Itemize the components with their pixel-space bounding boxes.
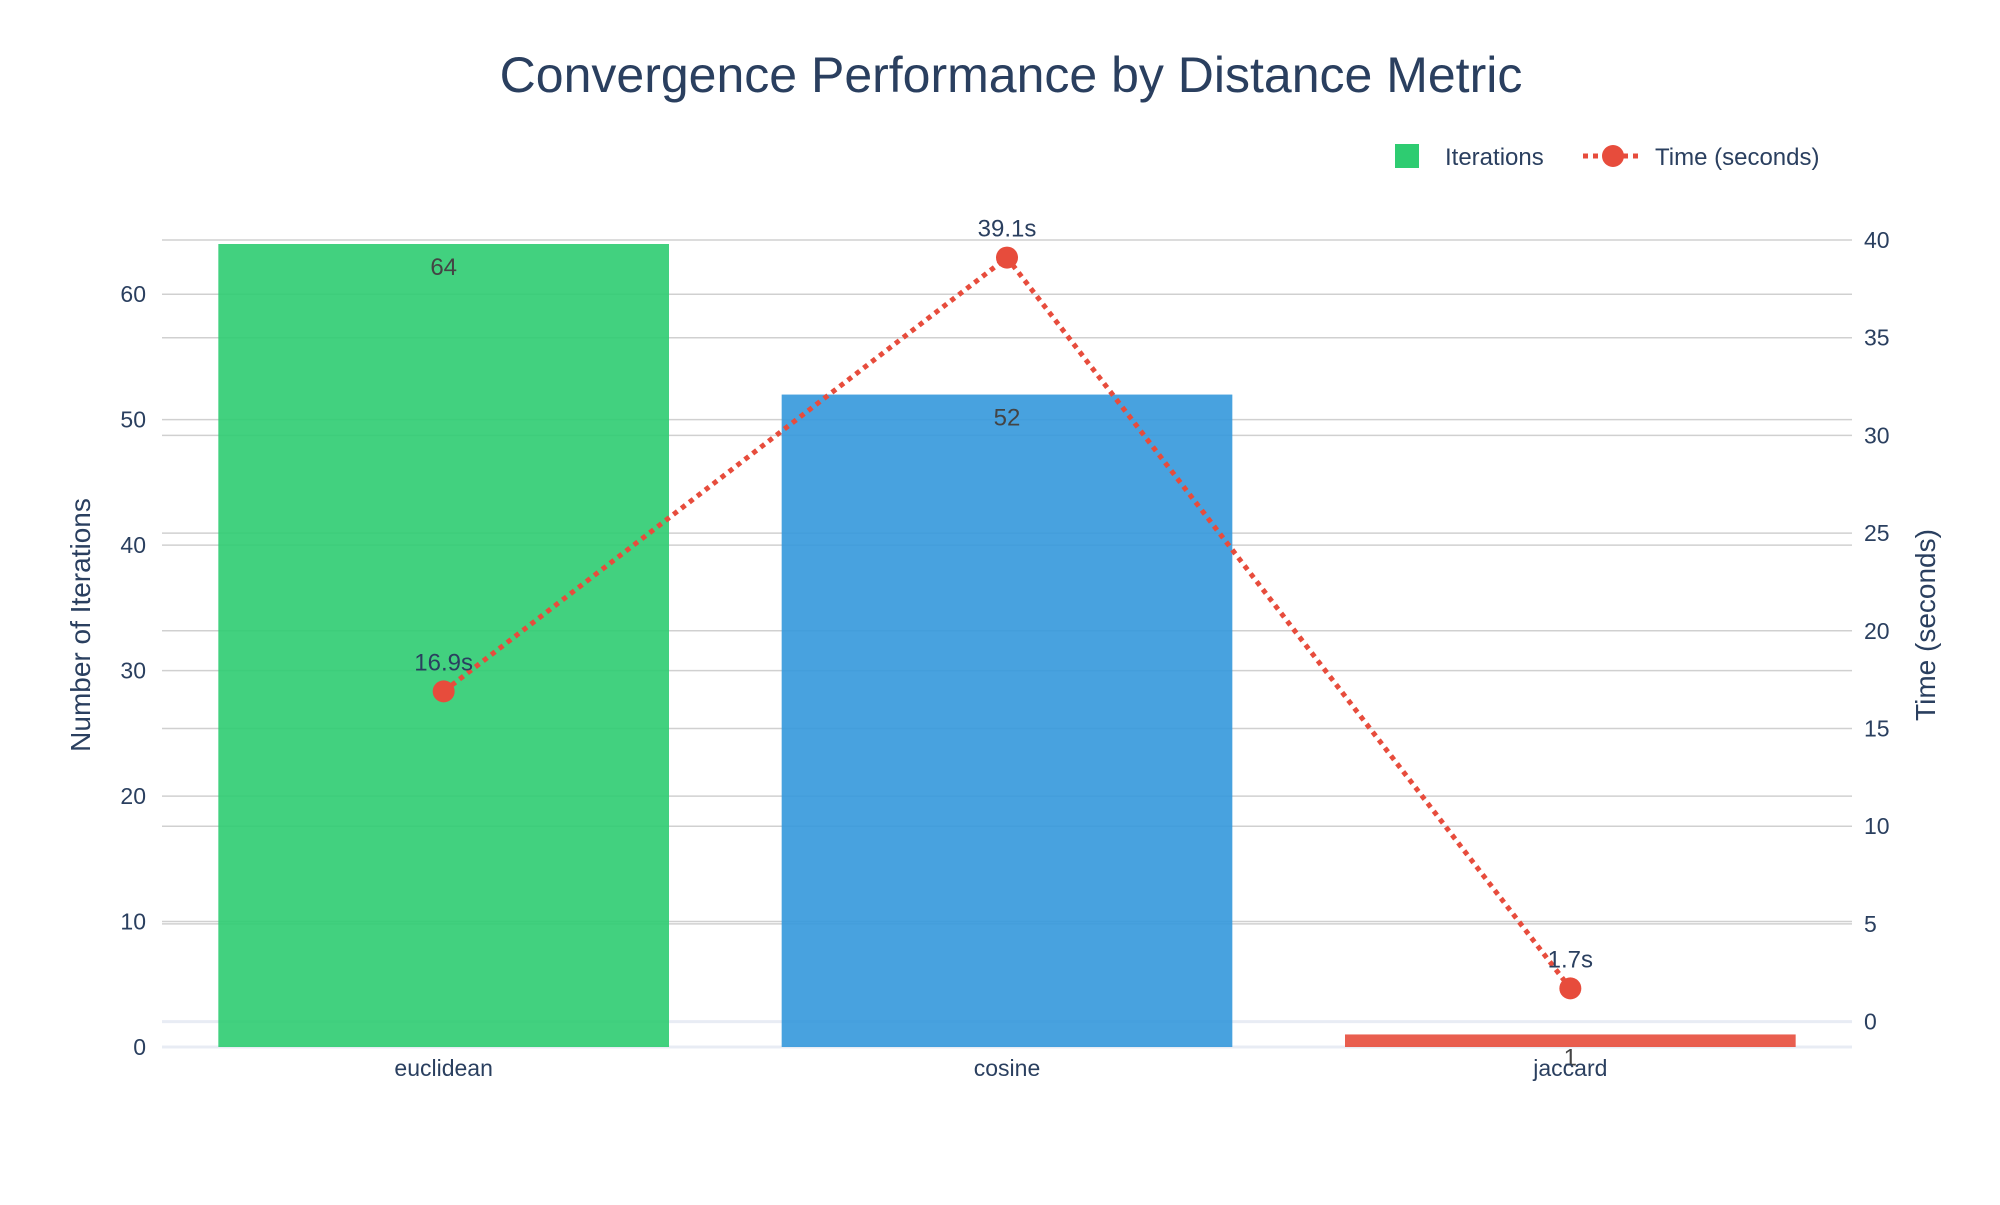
left-tick-label: 30 — [120, 658, 146, 684]
legend-time-marker[interactable] — [1602, 145, 1624, 167]
time-value-label-jaccard: 1.7s — [1548, 946, 1593, 973]
right-tick-label: 0 — [1864, 1009, 1877, 1035]
bar-euclidean[interactable] — [218, 244, 670, 1047]
left-tick-label: 20 — [120, 783, 146, 809]
right-tick-label: 30 — [1864, 422, 1890, 448]
x-axis-ticks: euclidean cosine jaccard — [394, 1055, 1607, 1081]
bar-value-label-cosine: 52 — [994, 405, 1021, 432]
legend: Iterations Time (seconds) — [1395, 144, 1819, 171]
left-tick-label: 60 — [120, 281, 146, 307]
left-tick-label: 10 — [120, 909, 146, 935]
time-line-series: 16.9s 39.1s 1.7s — [414, 216, 1593, 1000]
x-tick-label-euclidean: euclidean — [394, 1055, 492, 1081]
time-value-label-euclidean: 16.9s — [414, 649, 473, 676]
time-point-cosine[interactable] — [996, 246, 1018, 269]
right-tick-label: 15 — [1864, 715, 1890, 741]
left-tick-label: 0 — [133, 1034, 146, 1060]
left-tick-label: 40 — [120, 532, 146, 558]
bar-value-label-euclidean: 64 — [430, 254, 457, 281]
left-tick-label: 50 — [120, 407, 146, 433]
time-value-label-cosine: 39.1s — [978, 216, 1037, 243]
x-tick-label-jaccard: jaccard — [1532, 1055, 1607, 1081]
left-axis-ticks: 0 10 20 30 40 50 60 — [120, 281, 146, 1060]
right-tick-label: 25 — [1864, 520, 1890, 546]
x-tick-label-cosine: cosine — [974, 1055, 1040, 1081]
legend-time-label[interactable]: Time (seconds) — [1655, 144, 1819, 171]
right-axis-ticks: 0 5 10 15 20 25 30 35 40 — [1864, 227, 1890, 1035]
right-tick-label: 5 — [1864, 911, 1877, 937]
right-tick-label: 35 — [1864, 325, 1890, 351]
legend-iterations-swatch[interactable] — [1395, 144, 1419, 168]
bars: 64 52 1 — [218, 244, 1796, 1071]
bar-value-label-jaccard: 1 — [1564, 1044, 1577, 1071]
bar-jaccard[interactable] — [1345, 1034, 1796, 1047]
right-axis-title: Time (seconds) — [1910, 529, 1941, 721]
right-tick-label: 10 — [1864, 813, 1890, 839]
right-tick-label: 40 — [1864, 227, 1890, 253]
chart-title: Convergence Performance by Distance Metr… — [500, 47, 1523, 103]
bar-cosine[interactable] — [781, 394, 1233, 1047]
time-point-jaccard[interactable] — [1559, 977, 1582, 1000]
right-tick-label: 20 — [1864, 618, 1890, 644]
left-axis-title: Number of Iterations — [65, 498, 96, 752]
legend-iterations-label[interactable]: Iterations — [1445, 144, 1544, 171]
time-point-euclidean[interactable] — [432, 680, 455, 703]
